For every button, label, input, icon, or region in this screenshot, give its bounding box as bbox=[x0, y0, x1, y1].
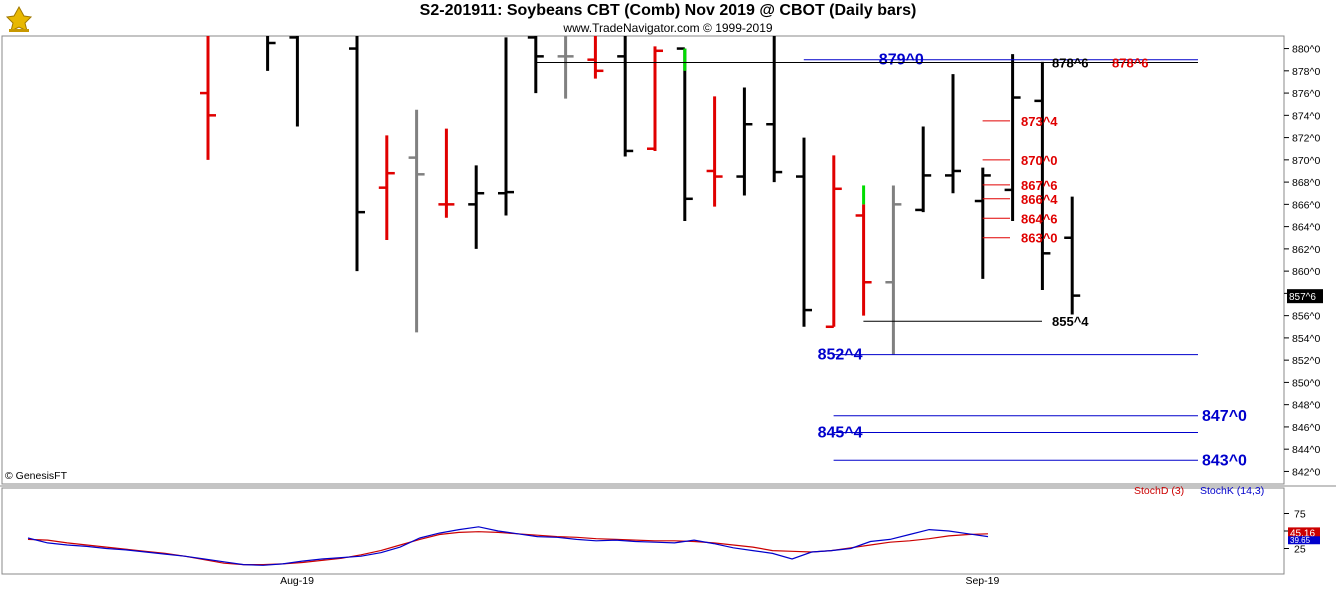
price-bar bbox=[1034, 61, 1051, 291]
y-tick-label: 848^0 bbox=[1292, 400, 1320, 412]
level-label: 878^6 bbox=[1112, 55, 1149, 70]
price-bar bbox=[266, 36, 276, 71]
y-tick-label: 846^0 bbox=[1292, 422, 1320, 434]
level-label: 878^6 bbox=[1052, 55, 1089, 70]
price-bar bbox=[498, 37, 514, 216]
price-bar bbox=[855, 204, 872, 316]
price-plot-area bbox=[200, 0, 1081, 355]
stochk-legend: StochK (14,3) bbox=[1200, 485, 1264, 497]
y-tick-label: 850^0 bbox=[1292, 377, 1320, 389]
price-bar bbox=[736, 87, 753, 196]
price-pane-frame bbox=[1, 35, 1285, 485]
y-tick-label: 872^0 bbox=[1292, 133, 1320, 145]
price-bar bbox=[647, 46, 663, 151]
copyright-text: © GenesisFT bbox=[5, 470, 68, 482]
level-label: 855^4 bbox=[1052, 314, 1089, 329]
y-tick-label: 874^0 bbox=[1292, 110, 1320, 122]
y-tick-label: 864^0 bbox=[1292, 222, 1320, 234]
y-tick-label: 856^0 bbox=[1292, 311, 1320, 323]
y-tick-label: 876^0 bbox=[1292, 88, 1320, 100]
price-bar bbox=[825, 155, 842, 329]
price-bar bbox=[230, 0, 246, 4]
price-bar bbox=[617, 36, 634, 157]
price-bar bbox=[378, 135, 395, 240]
stochk-last-value: 39.65 bbox=[1290, 536, 1311, 545]
price-bar bbox=[438, 128, 455, 218]
level-label: 863^0 bbox=[1021, 231, 1058, 246]
price-bar bbox=[796, 137, 812, 327]
price-bar bbox=[766, 36, 783, 183]
level-label: 873^4 bbox=[1021, 114, 1058, 129]
y-tick-label: 870^0 bbox=[1292, 155, 1320, 167]
stoch-y-tick-label: 25 bbox=[1294, 544, 1306, 556]
price-bar bbox=[885, 185, 902, 355]
y-tick-label: 866^0 bbox=[1292, 199, 1320, 211]
level-label: 879^0 bbox=[879, 52, 924, 69]
chart-subtitle: www.TradeNavigator.com © 1999-2019 bbox=[563, 21, 773, 35]
stochd-last-marker bbox=[1288, 527, 1320, 539]
y-tick-label: 852^0 bbox=[1292, 355, 1320, 367]
stochastic-pane-frame bbox=[1, 487, 1285, 575]
price-bar bbox=[468, 165, 485, 249]
level-label: 847^0 bbox=[1202, 408, 1247, 425]
price-bar bbox=[289, 36, 299, 127]
price-bar bbox=[319, 0, 335, 26]
y-tick-label: 880^0 bbox=[1292, 44, 1320, 56]
price-bar bbox=[945, 74, 961, 194]
price-bar bbox=[706, 96, 723, 207]
price-bar bbox=[349, 36, 365, 272]
y-tick-label: 862^0 bbox=[1292, 244, 1320, 256]
level-label: 864^6 bbox=[1021, 211, 1058, 226]
level-label: 867^6 bbox=[1021, 178, 1058, 193]
x-axis-label: Aug-19 bbox=[280, 575, 314, 587]
chart-title: S2-201911: Soybeans CBT (Comb) Nov 2019 … bbox=[419, 2, 917, 19]
price-bar bbox=[1064, 196, 1081, 315]
price-bar bbox=[587, 36, 604, 79]
y-tick-label: 842^0 bbox=[1292, 466, 1320, 478]
price-bar bbox=[408, 109, 425, 333]
level-label: 870^0 bbox=[1021, 153, 1058, 168]
level-label: 866^4 bbox=[1021, 192, 1058, 207]
stochk-last-marker bbox=[1288, 536, 1320, 545]
trade-navigator-logo-icon bbox=[4, 4, 34, 34]
last-price-marker bbox=[1287, 289, 1323, 304]
stoch-line-k bbox=[27, 526, 989, 566]
price-bar bbox=[527, 36, 544, 94]
y-tick-label: 878^0 bbox=[1292, 66, 1320, 78]
y-tick-label: 844^0 bbox=[1292, 444, 1320, 456]
y-tick-label: 860^0 bbox=[1292, 266, 1320, 278]
price-bar bbox=[200, 36, 216, 160]
stoch-y-tick-label: 75 bbox=[1294, 509, 1306, 521]
price-bar bbox=[1004, 54, 1021, 222]
x-axis-label: Sep-19 bbox=[965, 575, 999, 587]
stochd-last-value: 45.16 bbox=[1290, 528, 1315, 539]
y-tick-label: 854^0 bbox=[1292, 333, 1320, 345]
y-tick-label: 868^0 bbox=[1292, 177, 1320, 189]
level-label: 845^4 bbox=[818, 424, 863, 441]
last-price-label: 857^6 bbox=[1289, 292, 1316, 303]
level-label: 852^4 bbox=[818, 347, 863, 364]
level-label: 843^0 bbox=[1202, 452, 1247, 469]
chart-header: S2-201911: Soybeans CBT (Comb) Nov 2019 … bbox=[0, 0, 1336, 36]
stochd-legend: StochD (3) bbox=[1134, 485, 1184, 497]
price-bar bbox=[974, 167, 991, 279]
price-bar bbox=[915, 126, 932, 213]
